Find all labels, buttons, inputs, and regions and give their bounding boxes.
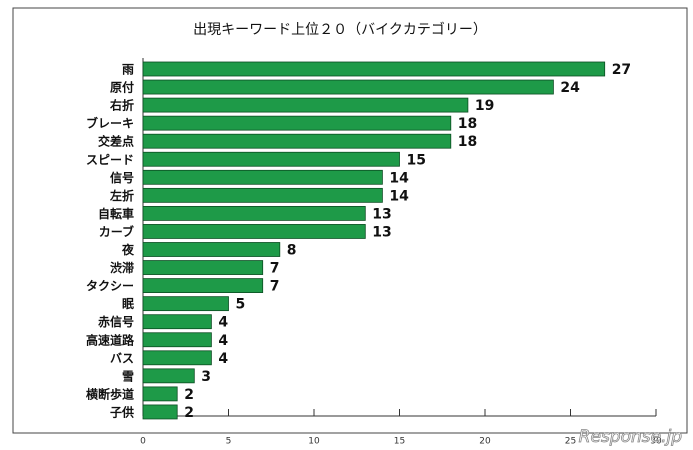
y-tick-label: 右折 (109, 98, 134, 113)
data-label: 4 (218, 351, 228, 367)
data-label: 8 (287, 243, 297, 259)
y-tick-label: ブレーキ (86, 116, 134, 131)
x-tick-label: 15 (394, 437, 405, 447)
y-tick-label: 信号 (110, 170, 134, 185)
y-tick-label: カーブ (99, 224, 134, 239)
y-tick-label: 横断歩道 (86, 386, 134, 401)
bar (142, 260, 264, 275)
data-label: 14 (389, 188, 409, 204)
y-tick-label: 交差点 (98, 134, 134, 149)
data-label: 24 (560, 80, 580, 96)
data-label: 15 (407, 152, 426, 168)
bar (142, 368, 195, 384)
watermark: Response.jp (579, 427, 683, 447)
bar (142, 115, 452, 131)
data-label: 4 (218, 333, 228, 349)
y-tick-label: 雪 (122, 369, 134, 383)
y-tick-label: 赤信号 (98, 314, 134, 329)
bar (142, 151, 400, 167)
x-tick-label: 0 (140, 437, 146, 447)
y-tick-label: スピード (86, 153, 134, 167)
data-label: 2 (184, 387, 194, 403)
y-tick-label: 高速道路 (86, 332, 135, 347)
data-label: 27 (612, 62, 631, 78)
x-tick-label: 20 (479, 437, 491, 447)
bar (142, 79, 554, 95)
data-label: 4 (218, 315, 228, 331)
data-label: 13 (372, 206, 391, 222)
y-tick-label: タクシー (86, 279, 134, 293)
bar (142, 187, 383, 203)
data-label: 13 (372, 224, 391, 240)
data-label: 19 (475, 98, 494, 114)
x-tick-label: 10 (308, 437, 320, 447)
x-tick-label: 30 (650, 437, 662, 447)
bar (142, 133, 452, 149)
x-tick-label: 5 (226, 437, 232, 447)
bar (142, 242, 281, 257)
y-tick-label: 眠 (122, 297, 134, 311)
bar (142, 404, 178, 420)
bar (142, 169, 383, 185)
data-label: 7 (270, 279, 280, 295)
bar (142, 278, 264, 294)
bar (142, 350, 212, 366)
frame (12, 7, 688, 434)
bar (142, 224, 366, 239)
y-tick-label: 子供 (110, 404, 134, 419)
data-label: 7 (270, 261, 280, 277)
chart-title: 出現キーワード上位２０（バイクカテゴリー） (193, 21, 487, 38)
data-label: 18 (458, 134, 477, 150)
y-tick-label: 渋滞 (110, 260, 134, 275)
data-label: 18 (458, 116, 477, 132)
bar (142, 61, 606, 77)
y-tick-label: 雨 (122, 63, 134, 77)
y-tick-label: バス (110, 351, 134, 365)
bar (142, 205, 366, 221)
x-tick-label: 25 (565, 437, 576, 447)
data-label: 14 (389, 170, 409, 186)
bar (142, 386, 178, 402)
bar (142, 314, 212, 330)
y-tick-label: 原付 (110, 80, 134, 95)
y-tick-label: 夜 (121, 242, 135, 257)
data-label: 3 (201, 369, 211, 385)
y-tick-label: 自転車 (98, 206, 134, 221)
bar (142, 97, 469, 113)
data-label: 2 (184, 405, 194, 421)
data-label: 5 (236, 297, 246, 313)
y-tick-label: 左折 (109, 188, 134, 203)
bar (142, 332, 212, 348)
bar (142, 296, 229, 312)
